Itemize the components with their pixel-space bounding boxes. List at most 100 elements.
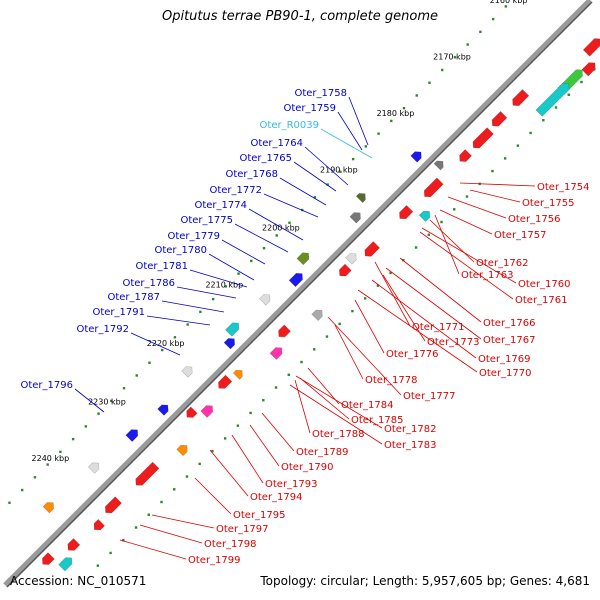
- gene-feature: [410, 151, 422, 163]
- gene-shape: [58, 557, 73, 572]
- reverse-gene-label[interactable]: Oter_1756: [508, 214, 561, 225]
- reverse-gene-label[interactable]: Oter_1788: [312, 429, 365, 440]
- forward-gene-label[interactable]: Oter_1768: [225, 169, 278, 180]
- tick-label: 2210 kbp: [205, 280, 243, 289]
- forward-connector: [293, 161, 337, 192]
- forward-gene-label[interactable]: Oter_1775: [180, 215, 233, 226]
- forward-connector: [304, 146, 349, 186]
- gc-dot: [567, 93, 570, 96]
- gc-dot: [33, 476, 37, 479]
- forward-gene-label[interactable]: Oter_1759: [283, 103, 336, 114]
- gc-dot: [491, 169, 494, 173]
- reverse-gene-label[interactable]: Oter_1784: [341, 400, 394, 411]
- reverse-gene-label[interactable]: Oter_1783: [384, 440, 437, 451]
- forward-gene-label[interactable]: Oter_1772: [209, 185, 262, 196]
- reverse-gene-label[interactable]: Oter_1793: [265, 479, 318, 490]
- reverse-gene-label[interactable]: Oter_1769: [478, 354, 531, 365]
- gene-shape: [42, 552, 55, 565]
- forward-connector: [176, 286, 237, 299]
- gene-shape: [491, 111, 508, 127]
- gc-dot: [326, 183, 329, 186]
- gc-dot: [287, 373, 290, 376]
- forward-gene-label[interactable]: Oter_1781: [135, 261, 188, 272]
- gene-shape: [42, 502, 54, 514]
- reverse-connector: [119, 539, 187, 560]
- forward-gene-label[interactable]: Oter_R0039: [260, 120, 319, 131]
- reverse-gene-label[interactable]: Oter_1782: [384, 424, 437, 435]
- gc-dot: [339, 170, 342, 174]
- forward-gene-label[interactable]: Oter_1792: [76, 324, 129, 335]
- reverse-gene-label[interactable]: Oter_1794: [250, 492, 303, 503]
- gc-dot: [503, 157, 507, 160]
- reverse-gene-label[interactable]: Oter_1773: [427, 337, 480, 348]
- gene-feature: [67, 538, 81, 551]
- reverse-gene-label[interactable]: Oter_1771: [412, 322, 465, 333]
- gc-dot: [440, 220, 443, 224]
- gene-feature: [418, 210, 431, 223]
- reverse-connector: [307, 367, 340, 405]
- reverse-gene-label[interactable]: Oter_1789: [296, 447, 349, 458]
- reverse-gene-label[interactable]: Oter_1770: [479, 368, 532, 379]
- gene-shape: [345, 253, 357, 265]
- reverse-connector: [374, 261, 411, 327]
- reverse-gene-label[interactable]: Oter_1799: [188, 555, 241, 566]
- forward-gene-label[interactable]: Oter_1758: [294, 88, 347, 99]
- gene-feature: [512, 89, 530, 106]
- reverse-connector: [294, 379, 311, 434]
- gene-shape: [232, 369, 243, 380]
- gene-feature: [355, 193, 366, 203]
- gc-dot: [415, 94, 418, 97]
- forward-gene-label[interactable]: Oter_1786: [122, 278, 175, 289]
- gene-shape: [459, 149, 472, 162]
- forward-gene-label[interactable]: Oter_1791: [92, 307, 145, 318]
- accession-value: Accession: NC_010571: [10, 574, 147, 588]
- forward-gene-label[interactable]: Oter_1764: [250, 138, 303, 149]
- tick-label: 2220 kbp: [147, 339, 185, 348]
- gc-dot: [338, 322, 341, 326]
- gc-dot: [414, 246, 418, 249]
- gene-feature: [581, 62, 596, 77]
- reverse-gene-label[interactable]: Oter_1777: [403, 391, 456, 402]
- reverse-gene-label[interactable]: Oter_1762: [476, 258, 529, 269]
- gc-dot: [300, 360, 303, 364]
- gene-shape: [512, 89, 530, 106]
- reverse-gene-label[interactable]: Oter_1795: [233, 510, 286, 521]
- reverse-gene-label[interactable]: Oter_1755: [522, 198, 575, 209]
- gene-feature: [176, 444, 188, 457]
- gc-dot: [20, 488, 24, 492]
- gc-dot: [148, 361, 151, 364]
- reverse-gene-label[interactable]: Oter_1766: [483, 318, 536, 329]
- gene-shape: [399, 205, 414, 220]
- reverse-gene-label[interactable]: Oter_1797: [216, 524, 269, 535]
- forward-connector: [161, 300, 225, 313]
- reverse-gene-label[interactable]: Oter_1785: [351, 415, 404, 426]
- forward-connector: [337, 111, 363, 151]
- reverse-gene-label[interactable]: Oter_1761: [515, 295, 568, 306]
- reverse-gene-label[interactable]: Oter_1760: [518, 279, 571, 290]
- forward-connector: [146, 315, 211, 326]
- forward-gene-label[interactable]: Oter_1765: [239, 153, 292, 164]
- gene-feature: [125, 429, 139, 442]
- gene-shape: [349, 212, 361, 224]
- reverse-connector: [371, 279, 477, 359]
- accession-text: Accession: NC_010571: [10, 574, 146, 588]
- forward-gene-label[interactable]: Oter_1774: [194, 200, 247, 211]
- reverse-gene-label[interactable]: Oter_1778: [365, 375, 418, 386]
- forward-gene-label[interactable]: Oter_1787: [107, 292, 160, 303]
- forward-gene-label[interactable]: Oter_1779: [167, 231, 220, 242]
- reverse-gene-label[interactable]: Oter_1757: [494, 230, 547, 241]
- reverse-gene-label[interactable]: Oter_1763: [461, 270, 514, 281]
- reverse-connector: [357, 289, 478, 373]
- reverse-gene-label[interactable]: Oter_1767: [483, 335, 536, 346]
- forward-gene-label[interactable]: Oter_1780: [154, 245, 207, 256]
- reverse-gene-label[interactable]: Oter_1790: [281, 462, 334, 473]
- reverse-gene-label[interactable]: Oter_1776: [386, 349, 439, 360]
- reverse-gene-label[interactable]: Oter_1754: [537, 182, 590, 193]
- reverse-gene-label[interactable]: Oter_1798: [204, 539, 257, 550]
- forward-gene-label[interactable]: Oter_1796: [20, 380, 73, 391]
- gc-dot: [288, 221, 291, 224]
- gc-dot: [134, 526, 138, 529]
- tick-label: 2170 kbp: [433, 53, 471, 62]
- gene-feature: [259, 294, 271, 306]
- gene-shape: [472, 127, 494, 149]
